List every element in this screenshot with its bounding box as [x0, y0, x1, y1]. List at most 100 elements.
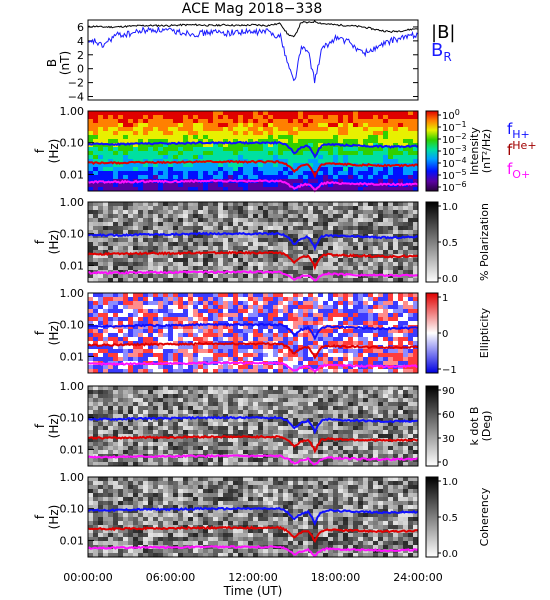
curve-f-heplus [87, 159, 419, 179]
colorbar-tick-label: 100 [442, 108, 460, 122]
colorbar-coherency [425, 476, 439, 558]
colorbar-intensity [425, 110, 439, 192]
ion-frequency-legend: fH+ fHe+ fO+ [507, 120, 537, 181]
panel-ylabel-f: f [33, 514, 47, 519]
spectrogram-panels: f (Hz)1.000.100.0110010−110−210−310−410−5… [33, 105, 493, 560]
colorbar-title: Intensity [468, 127, 481, 175]
colorbar-title: Coherency [478, 487, 491, 546]
colorbar-kdotb [425, 385, 439, 467]
x-tick-label: 24:00:00 [393, 571, 442, 584]
legend-b-r: BR [431, 40, 452, 64]
panel-ylabel-f: f [33, 239, 47, 244]
x-tick-label: 06:00:00 [146, 571, 195, 584]
panel-kdotb: f (Hz) 1.00 0.10 0.01 90 60 30 0 k dot B (Deg) [33, 380, 493, 469]
curve-f-heplus [87, 341, 419, 360]
ytick-label: 0.10 [60, 412, 85, 425]
panel1-ytick-label: −2 [68, 77, 84, 90]
panel-ylabel-unit: (Hz) [47, 321, 61, 346]
legend-f-heplus: fHe+ [507, 139, 537, 159]
colorbar-tick-label: 0 [442, 329, 448, 340]
colorbar-tick-label: 1.0 [442, 202, 458, 213]
colorbar-polarization [425, 201, 439, 283]
curve-f-heplus [87, 525, 419, 544]
panel-ylabel-unit: (Hz) [47, 139, 61, 164]
curve-f-heplus [87, 250, 419, 271]
spectrogram-coherency [88, 477, 419, 558]
panel-ylabel-f: f [33, 330, 47, 335]
curve-f-hplus [87, 140, 418, 159]
panel1-lines [87, 19, 419, 84]
panel-frame [87, 292, 419, 374]
ytick-label: 0.01 [60, 534, 85, 547]
ytick-label: 0.01 [60, 443, 85, 456]
colorbar-tick-label: 0 [442, 458, 448, 469]
curve-f-hplus [87, 231, 419, 252]
ytick-label: 0.10 [60, 228, 85, 241]
panel1-ytick-label: 6 [77, 21, 84, 34]
x-tick-label: 12:00:00 [228, 571, 277, 584]
colorbar-tick-label: 0.0 [442, 549, 458, 560]
x-tick-label: 00:00:00 [63, 571, 112, 584]
ytick-label: 0.01 [60, 168, 85, 181]
curve-f-hplus [87, 415, 419, 435]
legend-b-total: |B| [431, 22, 455, 43]
ytick-label: 1.00 [60, 287, 85, 300]
colorbar-tick-label: 10−2 [442, 132, 467, 146]
x-axis-tick-labels: 00:00:00 06:00:00 12:00:00 18:00:00 24:00:00 [63, 571, 442, 584]
panel-polarization: f (Hz) 1.00 0.10 0.01 1.0 0.5 0.0 % Polarization [33, 196, 491, 285]
spectrogram-intensity [88, 111, 419, 192]
ytick-label: 0.10 [60, 319, 85, 332]
colorbar-ellipticity [425, 292, 439, 374]
panel-ellipticity: f (Hz) 1.00 0.10 0.01 1 0 −1 Ellipticity [33, 287, 491, 376]
panel1-ytick-label: 4 [77, 35, 84, 48]
ytick-label: 0.01 [60, 259, 85, 272]
colorbar-title-unit: (nT²/Hz) [480, 129, 493, 173]
spectrogram-polarization [88, 202, 419, 283]
curve-f-oplus [87, 544, 419, 558]
ytick-label: 0.10 [60, 503, 85, 516]
panel-frame [87, 385, 419, 467]
panel1-frame [87, 19, 419, 101]
legend-f-oplus: fO+ [507, 160, 530, 181]
curve-f-oplus [87, 453, 419, 466]
x-axis-label: Time (UT) [223, 584, 283, 598]
colorbar-tick-label: 60 [442, 410, 455, 421]
colorbar-tick-label: 10−1 [442, 120, 467, 134]
curve-f-oplus [87, 360, 419, 375]
x-tick-label: 18:00:00 [311, 571, 360, 584]
legend-f-hplus: fH+ [507, 120, 530, 141]
curve-f-heplus [87, 434, 419, 454]
panel-coherency: f (Hz) 1.00 0.10 0.01 1.0 0.5 0.0 Coherency [33, 471, 491, 560]
curve-f-oplus [87, 179, 419, 193]
panel-ylabel-unit: (Hz) [47, 505, 61, 530]
legend-b-r-sub: R [443, 50, 451, 64]
curve-f-hplus [87, 506, 419, 527]
colorbar-tick-label: 10−5 [442, 168, 467, 182]
panel-frame [87, 476, 419, 558]
curve-f-oplus [87, 269, 418, 282]
colorbar-tick-label: 0.0 [442, 274, 458, 285]
colorbar-tick-label: 1.0 [442, 477, 458, 488]
spectrogram-kdotb [88, 386, 419, 467]
ytick-label: 1.00 [60, 471, 85, 484]
panel-ylabel-f: f [33, 423, 47, 428]
colorbar-tick-label: 30 [442, 434, 455, 445]
panel-ylabel-unit: (Hz) [47, 414, 61, 439]
ytick-label: 1.00 [60, 105, 85, 118]
ytick-label: 1.00 [60, 380, 85, 393]
panel-frame [87, 201, 419, 283]
colorbar-tick-label: 10−4 [442, 156, 467, 170]
colorbar-tick-label: 10−3 [442, 144, 467, 158]
curve-f-hplus [87, 322, 419, 341]
panel1-ylabel-unit: (nT) [58, 51, 72, 75]
ytick-label: 0.10 [60, 137, 85, 150]
panel-intensity: f (Hz) 1.00 0.10 0.01 10010−110−210−310−410−5… [33, 105, 493, 194]
panel1-ytick-label: 0 [77, 63, 84, 76]
panel-ylabel-unit: (Hz) [47, 230, 61, 255]
series-line-b-r [87, 26, 419, 84]
series-line-b-total [87, 19, 419, 38]
ytick-label: 1.00 [60, 196, 85, 209]
panel1-ytick-label: 2 [77, 49, 84, 62]
colorbar-tick-label: 10−6 [442, 180, 467, 194]
